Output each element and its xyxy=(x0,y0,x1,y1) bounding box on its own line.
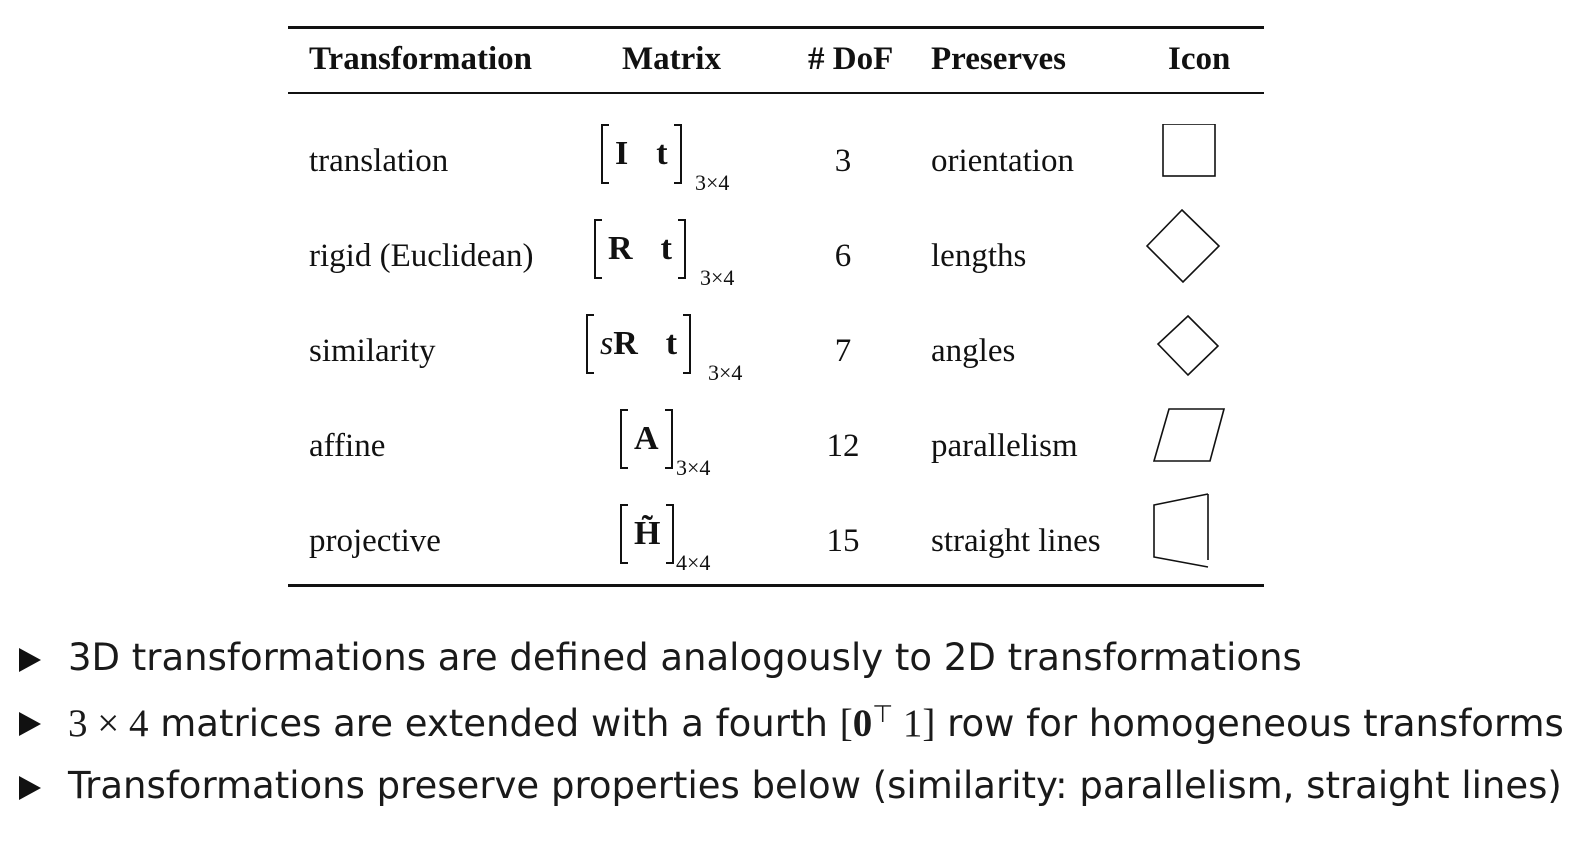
matrix-bracket: sR t xyxy=(586,314,692,374)
matrix-subscript: 3×4 xyxy=(676,455,711,480)
matrix-subscript: 3×4 xyxy=(708,360,743,385)
table-bottom-rule xyxy=(288,584,1264,587)
table-header-rule xyxy=(288,92,1264,94)
preserves-value: straight lines xyxy=(931,523,1101,559)
math-number: 3 xyxy=(68,702,88,745)
matrix-entry: R xyxy=(613,325,638,362)
transformation-name: similarity xyxy=(309,333,436,369)
matrix-entry: t xyxy=(656,135,668,172)
triangle-bullet-icon xyxy=(19,648,41,672)
dof-value: 3 xyxy=(834,143,852,179)
matrix-subscript: 4×4 xyxy=(676,550,711,575)
header-icon: Icon xyxy=(1168,41,1231,77)
math-expression: 3 × 4 xyxy=(68,702,149,745)
header-transformation: Transformation xyxy=(309,41,533,77)
square-icon xyxy=(1162,124,1216,177)
dof-value: 7 xyxy=(834,333,852,369)
math-zero-vector: 0 xyxy=(852,702,873,745)
matrix-cell: H̃ 4×4 xyxy=(620,504,710,575)
table-row: affine A 3×4 12 parallelism xyxy=(288,408,1264,504)
small-rotated-square-icon xyxy=(1156,314,1220,377)
math-bracket: [ xyxy=(839,702,853,745)
table-row: projective H̃ 4×4 15 straight lines xyxy=(288,493,1264,599)
math-operator: × xyxy=(97,702,120,745)
header-preserves: Preserves xyxy=(931,41,1066,77)
bullet-text: 3 × 4 matrices are extended with a fourt… xyxy=(68,700,1564,746)
matrix-entry: I xyxy=(615,135,629,172)
matrix-entry: R xyxy=(608,230,633,267)
math-number: 4 xyxy=(129,702,149,745)
transformation-name: rigid (Euclidean) xyxy=(309,238,534,274)
matrix-entry: H̃ xyxy=(634,515,661,552)
matrix-entry: A xyxy=(634,420,659,457)
matrix-cell: sR t 3×4 xyxy=(586,314,742,385)
table-row: similarity sR t 3×4 7 angles xyxy=(288,314,1264,409)
bullet-text: Transformations preserve properties belo… xyxy=(68,764,1562,807)
matrix-subscript: 3×4 xyxy=(695,170,730,195)
preserves-value: angles xyxy=(931,333,1016,369)
math-row-vector: [0⊤ 1] xyxy=(840,702,936,745)
matrix-bracket: A xyxy=(620,409,673,469)
preserves-value: parallelism xyxy=(931,428,1078,464)
math-transpose: ⊤ xyxy=(872,702,894,728)
matrix-entry: t xyxy=(665,325,678,362)
dof-value: 15 xyxy=(826,523,860,559)
math-number: 1 xyxy=(893,702,923,745)
dof-value: 6 xyxy=(834,238,852,274)
matrix-entry: t xyxy=(660,230,672,267)
trapezoid-icon xyxy=(1153,493,1209,568)
dof-value: 12 xyxy=(826,428,860,464)
transformation-name: affine xyxy=(309,428,386,464)
parallelogram-icon xyxy=(1152,408,1226,462)
preserves-value: lengths xyxy=(931,238,1027,274)
table-top-rule xyxy=(288,26,1264,29)
triangle-bullet-icon xyxy=(19,776,41,800)
preserves-value: orientation xyxy=(931,143,1074,179)
triangle-bullet-icon xyxy=(19,712,41,736)
transformation-name: translation xyxy=(309,143,449,179)
matrix-cell: A 3×4 xyxy=(620,409,710,480)
matrix-subscript: 3×4 xyxy=(700,265,735,290)
math-bracket: ] xyxy=(922,702,936,745)
bullet-text: 3D transformations are defined analogous… xyxy=(68,636,1302,679)
matrix-bracket: H̃ xyxy=(620,504,675,564)
transformation-name: projective xyxy=(309,523,441,559)
header-matrix: Matrix xyxy=(622,41,721,77)
rotated-square-icon xyxy=(1146,209,1221,284)
bullet-text-part: row for homogeneous transforms xyxy=(935,702,1564,745)
header-dof: # DoF xyxy=(808,41,894,77)
matrix-scale: s xyxy=(600,325,614,362)
bullet-text-part: matrices are extended with a fourth xyxy=(148,702,840,745)
